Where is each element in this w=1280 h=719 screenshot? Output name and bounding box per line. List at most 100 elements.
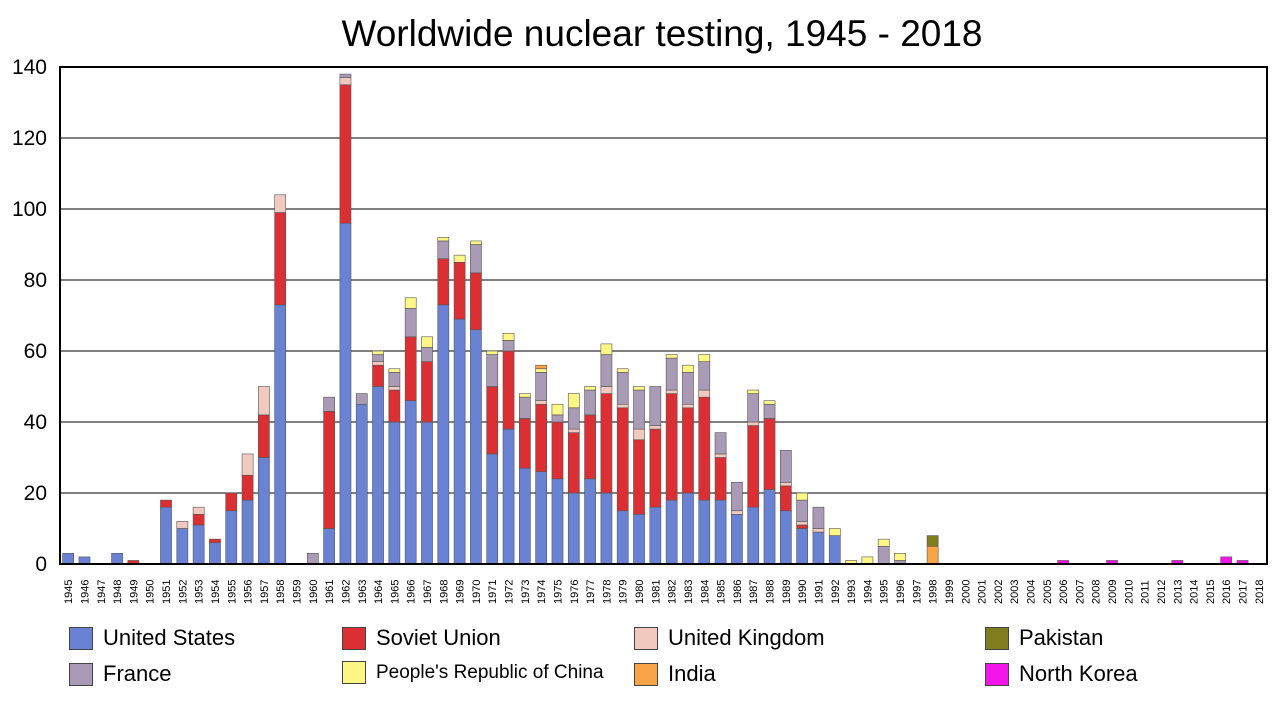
x-tick-label: 2012 [1156,580,1168,604]
x-tick-label: 2011 [1140,580,1152,604]
bar-segment [470,244,482,274]
x-tick-label: 1978 [601,580,613,604]
bar-segment [600,386,613,394]
x-tick-label: 1985 [716,580,728,604]
bar-segment [372,354,384,362]
x-tick-label: 1995 [879,580,891,604]
nuclear-testing-chart: Worldwide nuclear testing, 1945 - 2018 0… [12,13,1268,604]
bar-segment [404,336,417,401]
x-tick-label: 1981 [650,580,662,604]
bar-segment [665,354,678,359]
bar-segment [470,240,482,245]
legend-swatch [634,626,658,650]
x-tick-label: 2008 [1091,580,1103,604]
legend-swatch [342,626,366,650]
bar-segment [731,482,743,512]
bar-segment [796,499,808,522]
bar-segment [160,506,172,565]
legend-label: North Korea [1019,661,1138,686]
y-tick-label: 100 [12,198,47,221]
bar-segment [323,411,335,529]
bar-segment [926,535,939,547]
bar-segment [62,553,75,565]
bar-segment [600,492,613,565]
bar-segment [421,421,433,565]
x-tick-label: 1947 [96,580,108,604]
bar-segment [763,418,776,490]
bar-segment [567,432,580,494]
bar-segment [355,393,368,405]
legend-swatch [69,662,93,686]
bar-segment [584,389,596,416]
bar-segment [747,393,760,423]
bar-segment [682,364,694,373]
bar-segment [779,510,792,565]
bar-segment [209,542,221,565]
gridlines [60,137,1267,494]
bar-segment [437,304,450,565]
bar-segment [584,414,596,480]
bar-segment [372,350,384,355]
bar-segment [502,332,515,341]
x-axis-ticks: 1945 1946 1947 1948 1949 1950 1951 1952 1953 1954… [63,580,1266,604]
legend-item-pakistan: Pakistan [985,625,1103,651]
bar-segment [649,506,662,565]
bar-segment [698,396,711,501]
x-tick-label: 2007 [1074,580,1086,604]
bar-segment [225,510,238,565]
bar-segment [665,499,678,565]
x-tick-label: 1959 [292,580,304,604]
bar-segment [926,545,939,565]
bar-segment [812,531,825,565]
bar-segment [747,421,760,426]
x-tick-label: 1979 [618,580,630,604]
bar-segment [714,499,727,565]
legend-label: India [668,661,716,686]
bar-segment [78,556,91,565]
x-tick-label: 1986 [732,580,744,604]
bar-segment [633,386,645,391]
bar-segment [600,393,613,494]
bar-segment [258,414,270,458]
bar-segment [535,403,548,472]
bar-segment [486,453,499,565]
bar-segment [551,414,564,423]
bar-segment [779,450,792,483]
y-tick-label: 20 [24,482,47,505]
bar-segment [763,400,776,405]
x-tick-label: 1996 [895,580,907,604]
bar-segment [225,492,238,512]
bar-segment [747,389,760,394]
bar-segment [584,478,596,565]
x-tick-label: 1955 [226,580,238,604]
bar-segment [437,258,450,306]
x-tick-label: 1971 [487,580,499,604]
bar-segment [812,506,825,529]
bar-segment [779,482,792,487]
y-tick-label: 0 [35,553,47,576]
legend-item-india: India [634,661,716,687]
x-tick-label: 2014 [1189,580,1201,604]
legend-item-north-korea: North Korea [985,661,1138,687]
bar-segment [388,371,401,387]
bar-segment [323,528,335,565]
x-tick-label: 1989 [781,580,793,604]
chart-title: Worldwide nuclear testing, 1945 - 2018 [341,13,982,54]
bar-segment [339,73,352,78]
x-tick-label: 1964 [373,580,385,604]
legend: United States Soviet Union United Kingdo… [0,618,1280,708]
legend-item-france: France [69,661,171,687]
bar-segment [779,485,792,512]
bar-segment [796,524,808,529]
bar-segment [421,336,433,348]
bar-segment [486,350,499,355]
plot-frame [59,66,1268,565]
legend-swatch [985,662,1009,686]
x-tick-label: 2018 [1254,580,1266,604]
bar-segment [731,513,743,565]
legend-item-china: People's Republic of China [342,661,604,684]
bar-segment [633,439,645,515]
bar-segment [192,513,205,526]
x-tick-label: 1976 [569,580,581,604]
x-tick-label: 1983 [683,580,695,604]
